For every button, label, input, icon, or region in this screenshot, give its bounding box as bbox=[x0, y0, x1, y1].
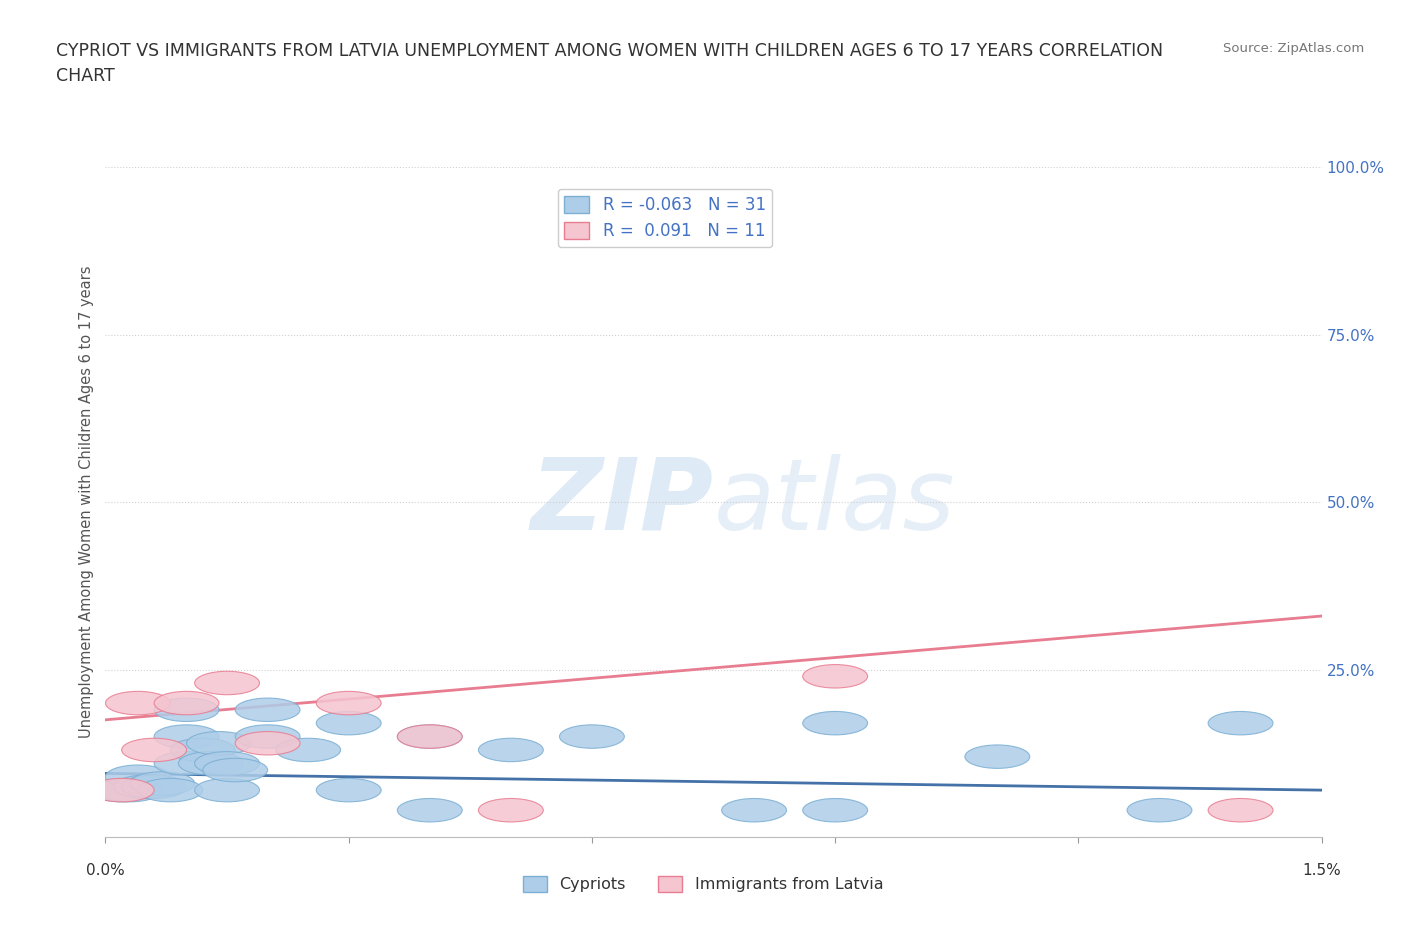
Ellipse shape bbox=[202, 758, 267, 782]
Ellipse shape bbox=[105, 691, 170, 715]
Ellipse shape bbox=[721, 799, 786, 822]
Ellipse shape bbox=[170, 738, 235, 762]
Ellipse shape bbox=[965, 745, 1029, 768]
Ellipse shape bbox=[187, 732, 252, 755]
Ellipse shape bbox=[235, 698, 299, 722]
Ellipse shape bbox=[89, 778, 155, 802]
Ellipse shape bbox=[478, 738, 543, 762]
Ellipse shape bbox=[194, 671, 260, 695]
Y-axis label: Unemployment Among Women with Children Ages 6 to 17 years: Unemployment Among Women with Children A… bbox=[79, 266, 94, 738]
Ellipse shape bbox=[316, 711, 381, 735]
Ellipse shape bbox=[89, 778, 155, 802]
Text: atlas: atlas bbox=[713, 454, 955, 551]
Ellipse shape bbox=[155, 724, 219, 749]
Text: CHART: CHART bbox=[56, 67, 115, 85]
Ellipse shape bbox=[194, 751, 260, 775]
Ellipse shape bbox=[1208, 711, 1272, 735]
Ellipse shape bbox=[235, 724, 299, 749]
Ellipse shape bbox=[155, 691, 219, 715]
Ellipse shape bbox=[179, 751, 243, 775]
Ellipse shape bbox=[316, 691, 381, 715]
Ellipse shape bbox=[122, 738, 187, 762]
Legend: R = -0.063   N = 31, R =  0.091   N = 11: R = -0.063 N = 31, R = 0.091 N = 11 bbox=[558, 189, 772, 247]
Legend: Cypriots, Immigrants from Latvia: Cypriots, Immigrants from Latvia bbox=[516, 870, 890, 898]
Ellipse shape bbox=[194, 778, 260, 802]
Text: CYPRIOT VS IMMIGRANTS FROM LATVIA UNEMPLOYMENT AMONG WOMEN WITH CHILDREN AGES 6 : CYPRIOT VS IMMIGRANTS FROM LATVIA UNEMPL… bbox=[56, 42, 1163, 60]
Ellipse shape bbox=[97, 778, 162, 802]
Ellipse shape bbox=[122, 775, 187, 799]
Ellipse shape bbox=[803, 665, 868, 688]
Ellipse shape bbox=[1128, 799, 1192, 822]
Ellipse shape bbox=[276, 738, 340, 762]
Ellipse shape bbox=[235, 732, 299, 755]
Ellipse shape bbox=[129, 772, 194, 795]
Text: ZIP: ZIP bbox=[530, 454, 713, 551]
Text: 1.5%: 1.5% bbox=[1302, 863, 1341, 878]
Ellipse shape bbox=[560, 724, 624, 749]
Ellipse shape bbox=[155, 698, 219, 722]
Ellipse shape bbox=[478, 799, 543, 822]
Ellipse shape bbox=[398, 799, 463, 822]
Ellipse shape bbox=[105, 765, 170, 789]
Text: 0.0%: 0.0% bbox=[86, 863, 125, 878]
Ellipse shape bbox=[398, 724, 463, 749]
Ellipse shape bbox=[803, 711, 868, 735]
Ellipse shape bbox=[114, 775, 179, 799]
Ellipse shape bbox=[155, 751, 219, 775]
Ellipse shape bbox=[803, 799, 868, 822]
Ellipse shape bbox=[316, 778, 381, 802]
Ellipse shape bbox=[398, 724, 463, 749]
Ellipse shape bbox=[1208, 799, 1272, 822]
Ellipse shape bbox=[138, 778, 202, 802]
Text: Source: ZipAtlas.com: Source: ZipAtlas.com bbox=[1223, 42, 1364, 55]
